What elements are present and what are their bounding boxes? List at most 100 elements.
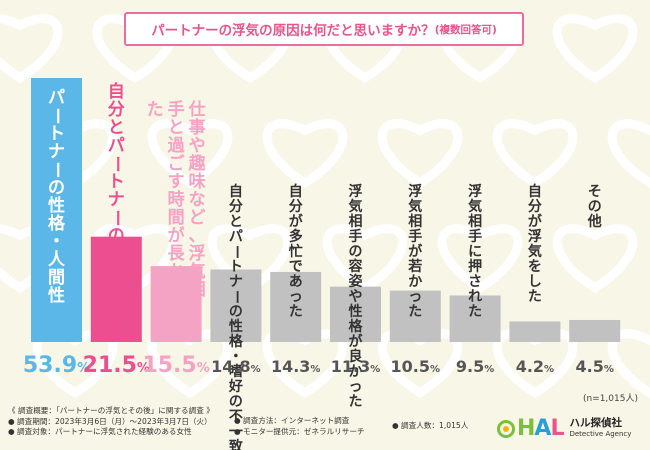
svg-text:ト: ト	[108, 172, 125, 192]
value-label-9: 4.2%	[516, 357, 554, 376]
svg-text:性: 性	[229, 318, 243, 335]
value-label-5: 14.3%	[271, 357, 321, 376]
svg-text:格: 格	[48, 213, 66, 234]
svg-text:気: 気	[349, 198, 363, 215]
svg-text:か: か	[408, 274, 422, 290]
value-label-10: 4.5%	[576, 357, 614, 376]
svg-text:気: 気	[408, 198, 422, 215]
svg-text:た: た	[289, 304, 303, 320]
svg-text:他: 他	[587, 213, 602, 230]
svg-text:た: た	[349, 394, 363, 410]
svg-text:が: が	[289, 213, 304, 230]
svg-text:浮: 浮	[189, 243, 206, 264]
bar-8	[449, 295, 501, 342]
svg-text:の: の	[588, 199, 602, 215]
svg-text:た: た	[468, 304, 482, 320]
svg-text:っ: っ	[349, 379, 363, 395]
svg-text:嗜: 嗜	[229, 363, 243, 380]
value-label-1: 53.9%	[23, 353, 90, 378]
category-label-10: その他	[587, 184, 602, 230]
svg-text:化: 化	[108, 315, 125, 336]
svg-text:ト: ト	[229, 259, 243, 275]
value-label-7: 10.5%	[391, 357, 441, 376]
background-heart-shape	[262, 119, 348, 189]
svg-text:パ: パ	[229, 229, 243, 245]
background-heart-shape	[322, 224, 408, 294]
svg-text:ー: ー	[47, 108, 67, 125]
background-heart-shape	[437, 224, 523, 294]
svg-text:や: や	[349, 289, 363, 305]
svg-text:ー: ー	[106, 210, 126, 227]
svg-text:相: 相	[349, 213, 363, 230]
svg-text:っ: っ	[408, 289, 422, 305]
svg-text:手: 手	[168, 99, 185, 120]
svg-text:関: 関	[108, 244, 125, 264]
svg-text:味: 味	[189, 171, 206, 192]
svg-text:が: が	[168, 225, 185, 246]
svg-text:パ: パ	[108, 136, 125, 156]
background-heart-shape	[207, 224, 293, 294]
svg-text:格: 格	[229, 333, 244, 350]
svg-text:相: 相	[408, 213, 422, 230]
survey-method: ● 調査方法：インターネット調査	[234, 416, 350, 425]
svg-text:相: 相	[468, 213, 482, 230]
svg-text:っ: っ	[289, 289, 303, 305]
svg-text:れ: れ	[468, 289, 482, 305]
svg-text:ー: ー	[106, 156, 126, 173]
svg-text:過: 過	[168, 136, 186, 156]
company-logo: HAL ハル探偵社 Detective Agency	[497, 416, 631, 441]
bar-9	[509, 321, 561, 342]
svg-text:格: 格	[349, 318, 364, 335]
svg-text:手: 手	[349, 228, 363, 245]
svg-text:そ: そ	[588, 184, 602, 200]
svg-text:仕: 仕	[188, 99, 206, 120]
background-heart-shape	[0, 14, 63, 84]
svg-text:分: 分	[108, 100, 125, 120]
svg-text:相: 相	[189, 279, 206, 300]
svg-text:を: を	[528, 259, 542, 275]
svg-text:す: す	[168, 172, 185, 192]
svg-text:事: 事	[189, 118, 206, 138]
svg-text:っ: っ	[168, 280, 185, 300]
svg-text:間: 間	[168, 208, 185, 228]
svg-text:ー: ー	[228, 290, 244, 304]
bar-6	[330, 286, 381, 342]
survey-outline: 《 調査概要：「パートナーの浮気とその後」に関する調査 》	[8, 406, 214, 415]
background-heart-shape	[552, 14, 638, 84]
svg-text:か: か	[168, 262, 185, 282]
company-name-en: Detective Agency	[569, 429, 632, 438]
footer-col-3: ● 調査人数：1,015人	[392, 421, 468, 432]
sample-size-note: (n=1,015人)	[582, 394, 638, 404]
footer-col-1: 《 調査概要：「パートナーの浮気とその後」に関する調査 》 ● 調査期間：202…	[8, 406, 214, 438]
svg-text:容: 容	[348, 258, 363, 275]
svg-text:間: 間	[48, 268, 65, 288]
svg-text:た: た	[408, 304, 422, 320]
svg-text:が: が	[349, 333, 364, 350]
svg-text:忙: 忙	[289, 243, 303, 260]
svg-text:ト: ト	[48, 124, 65, 144]
svg-text:、: 、	[189, 226, 206, 246]
svg-text:係: 係	[108, 261, 125, 282]
background-heart-shape	[492, 119, 578, 189]
svg-text:分: 分	[229, 199, 243, 215]
svg-text:性: 性	[48, 285, 65, 306]
svg-text:と: と	[168, 118, 185, 138]
value-label-8: 9.5%	[456, 357, 494, 376]
background-heart-shape	[377, 119, 463, 189]
svg-text:姿: 姿	[349, 273, 364, 290]
svg-text:自: 自	[229, 183, 243, 200]
footer-col-2: ● 調査方法：インターネット調査 ● モニター提供元：ゼネラルリサーチ	[234, 416, 365, 437]
svg-text:が: が	[528, 213, 543, 230]
svg-text:長: 長	[168, 244, 186, 264]
svg-text:・: ・	[48, 232, 65, 252]
svg-text:自: 自	[289, 183, 303, 200]
svg-text:し: し	[528, 274, 542, 290]
